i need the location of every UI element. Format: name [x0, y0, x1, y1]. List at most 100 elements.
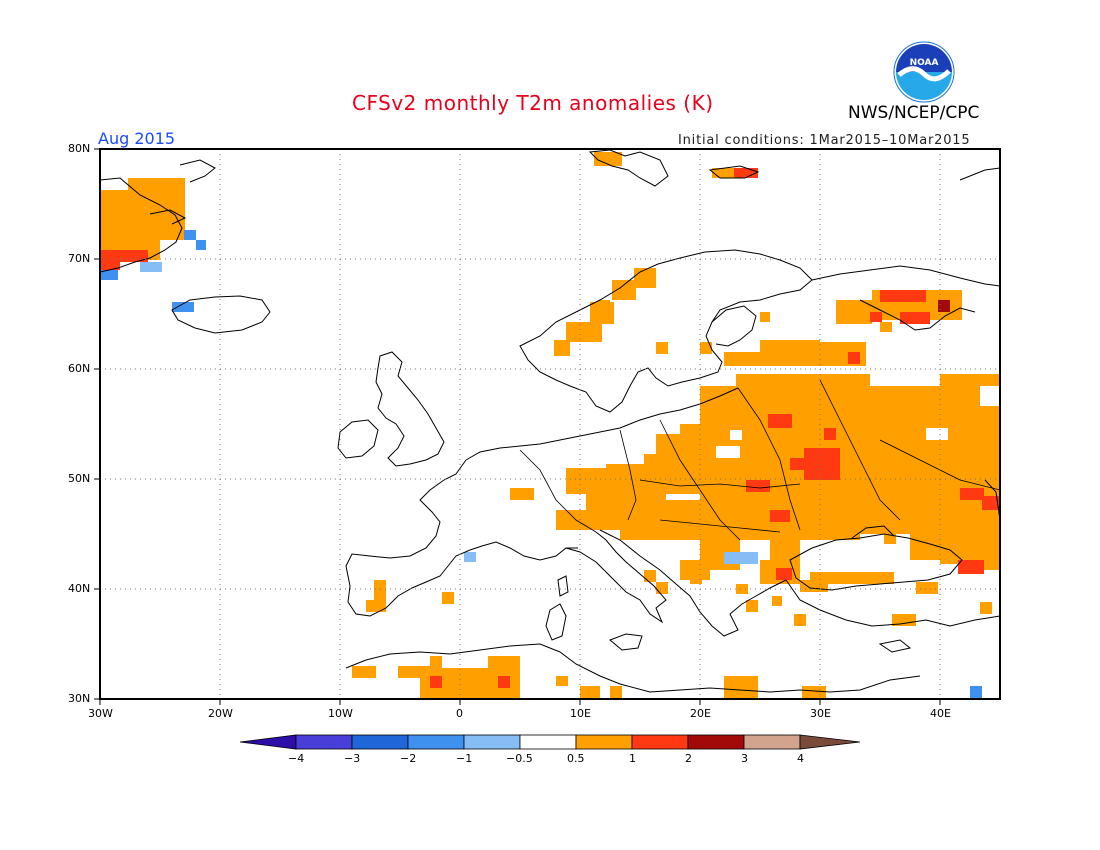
lon-label-20e: 20E	[690, 707, 711, 720]
colorbar-label: −2	[400, 752, 417, 765]
anomaly-cell	[926, 428, 948, 440]
anomaly-cell	[656, 342, 668, 354]
anomaly-cell	[430, 676, 442, 688]
anomaly-cell	[594, 152, 622, 166]
anomaly-cell	[598, 300, 610, 310]
lon-label-20w: 20W	[208, 707, 233, 720]
anomaly-cell	[870, 312, 882, 322]
axis-ticks	[94, 148, 941, 705]
noaa-logo-icon: NOAA	[893, 41, 955, 103]
anomaly-cell	[870, 374, 940, 386]
anomaly-cell	[880, 322, 892, 332]
anomaly-cell	[128, 178, 185, 192]
anomaly-cell	[802, 686, 826, 699]
anomaly-cell	[870, 572, 894, 584]
anomaly-cell	[938, 300, 950, 312]
colorbar-label: −0.5	[506, 752, 533, 765]
anomaly-cell	[836, 300, 872, 324]
anomaly-cell	[790, 458, 804, 470]
anomaly-cell	[566, 468, 616, 494]
anomaly-cell	[644, 570, 656, 582]
colorbar	[239, 734, 861, 750]
anomaly-cell	[794, 614, 806, 626]
anomaly-cell	[566, 322, 602, 342]
anomaly-cell	[880, 290, 926, 302]
lon-label-0: 0	[456, 707, 463, 720]
anomaly-cell	[800, 580, 828, 592]
map-frame	[99, 148, 1001, 700]
colorbar-segment	[407, 734, 465, 750]
anomaly-cell	[776, 568, 792, 580]
anomaly-cell	[734, 168, 758, 178]
anomaly-cell	[510, 488, 534, 500]
anomaly-cell	[680, 560, 710, 580]
colorbar-segment	[687, 734, 745, 750]
colorbar-label: 3	[741, 752, 748, 765]
anomaly-cell	[980, 602, 992, 614]
anomaly-cell	[724, 552, 758, 564]
colorbar-segment	[463, 734, 521, 750]
anomaly-cell	[884, 534, 896, 544]
anomaly-cell	[730, 430, 742, 440]
anomaly-cell	[464, 552, 476, 562]
anomaly-cell	[736, 584, 748, 594]
anomaly-cells-layer	[100, 152, 1000, 699]
anomaly-cell	[982, 496, 1000, 510]
anomaly-cell	[580, 686, 600, 699]
anomaly-cell	[712, 168, 734, 178]
anomaly-cell	[824, 428, 836, 440]
colorbar-segment	[295, 734, 353, 750]
anomaly-cell	[556, 676, 568, 686]
colorbar-segment	[799, 734, 861, 750]
anomaly-cell	[100, 270, 118, 280]
anomaly-cell	[724, 676, 758, 698]
initial-conditions-label: Initial conditions: 1Mar2015–10Mar2015	[678, 133, 971, 148]
anomaly-cell	[184, 230, 196, 240]
map-title: CFSv2 monthly T2m anomalies (K)	[352, 91, 714, 115]
anomaly-cell	[634, 268, 656, 288]
colorbar-label: 0.5	[567, 752, 585, 765]
anomaly-cell	[488, 656, 520, 676]
colorbar-segment	[631, 734, 689, 750]
anomaly-cell	[172, 302, 194, 312]
anomaly-cell	[700, 342, 712, 354]
anomaly-cell	[760, 312, 770, 322]
anomaly-cell	[430, 656, 442, 668]
anomaly-cell	[900, 312, 930, 324]
anomaly-cell	[770, 510, 790, 522]
forecast-month-label: Aug 2015	[98, 129, 176, 148]
anomaly-cell	[980, 386, 1000, 406]
anomaly-cell	[656, 582, 668, 594]
anomaly-cell	[498, 676, 510, 688]
anomaly-cell	[612, 280, 636, 300]
colorbar-segment	[239, 734, 297, 750]
anomaly-cell	[352, 666, 376, 678]
graticule	[100, 149, 1000, 699]
agency-label: NWS/NCEP/CPC	[848, 103, 980, 123]
anomaly-cell	[100, 190, 185, 240]
anomaly-cell	[554, 340, 570, 356]
lat-label-60n: 60N	[68, 362, 91, 375]
anomaly-cell	[848, 352, 860, 364]
anomaly-cell	[100, 250, 120, 270]
anomaly-cell	[916, 582, 938, 594]
colorbar-segment	[743, 734, 801, 750]
lon-label-30w: 30W	[88, 707, 113, 720]
anomaly-cell	[746, 480, 770, 492]
anomaly-cell	[556, 510, 636, 530]
lon-label-10w: 10W	[328, 707, 353, 720]
lat-label-40n: 40N	[68, 582, 91, 595]
lon-label-10e: 10E	[570, 707, 591, 720]
lon-label-40e: 40E	[930, 707, 951, 720]
anomaly-cell	[196, 240, 206, 250]
anomaly-cell	[958, 560, 984, 574]
anomaly-cell	[716, 446, 740, 458]
colorbar-label: −1	[456, 752, 473, 765]
colorbar-label: 4	[797, 752, 804, 765]
lat-label-50n: 50N	[68, 472, 91, 485]
colorbar-label: 2	[685, 752, 692, 765]
anomaly-cell	[960, 488, 984, 500]
colorbar-label: −3	[344, 752, 361, 765]
colorbar-label: 1	[629, 752, 636, 765]
